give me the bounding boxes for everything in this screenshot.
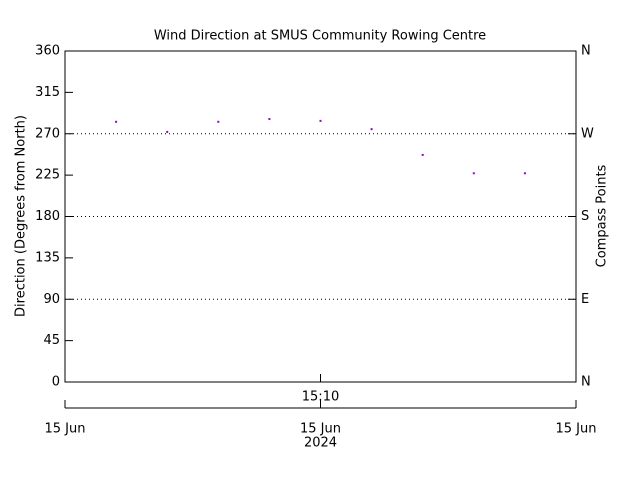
data-point <box>421 153 424 156</box>
y2-tick-label: W <box>581 126 594 141</box>
y-tick-label: 270 <box>35 126 60 141</box>
y-tick-label: 180 <box>35 209 60 224</box>
y2-tick-label: E <box>581 292 589 307</box>
y2-axis-label: Compass Points <box>595 164 610 267</box>
y2-tick-label: S <box>581 209 589 224</box>
date-label: 15 Jun <box>45 422 86 437</box>
y-tick-label: 225 <box>35 168 60 183</box>
data-point <box>319 119 322 122</box>
x-tick-label: 15:10 <box>302 390 339 405</box>
data-point <box>217 120 220 123</box>
date-label: 15 Jun <box>556 422 597 437</box>
y-axis-label: Direction (Degrees from North) <box>14 115 29 317</box>
year-label: 2024 <box>304 436 337 451</box>
y2-tick-label: N <box>581 375 591 390</box>
y-tick-label: 135 <box>35 250 60 265</box>
y-tick-label: 360 <box>35 44 60 59</box>
data-point <box>268 118 271 121</box>
data-point <box>370 128 373 131</box>
data-point <box>166 130 169 133</box>
chart-title: Wind Direction at SMUS Community Rowing … <box>154 29 486 44</box>
y-tick-label: 0 <box>52 375 60 390</box>
y-tick-label: 90 <box>43 292 60 307</box>
data-point <box>472 172 475 175</box>
y-tick-label: 315 <box>35 85 60 100</box>
y2-tick-label: N <box>581 44 591 59</box>
date-label: 15 Jun <box>300 422 341 437</box>
y-tick-label: 45 <box>43 333 60 348</box>
data-point <box>523 172 526 175</box>
data-point <box>115 120 118 123</box>
